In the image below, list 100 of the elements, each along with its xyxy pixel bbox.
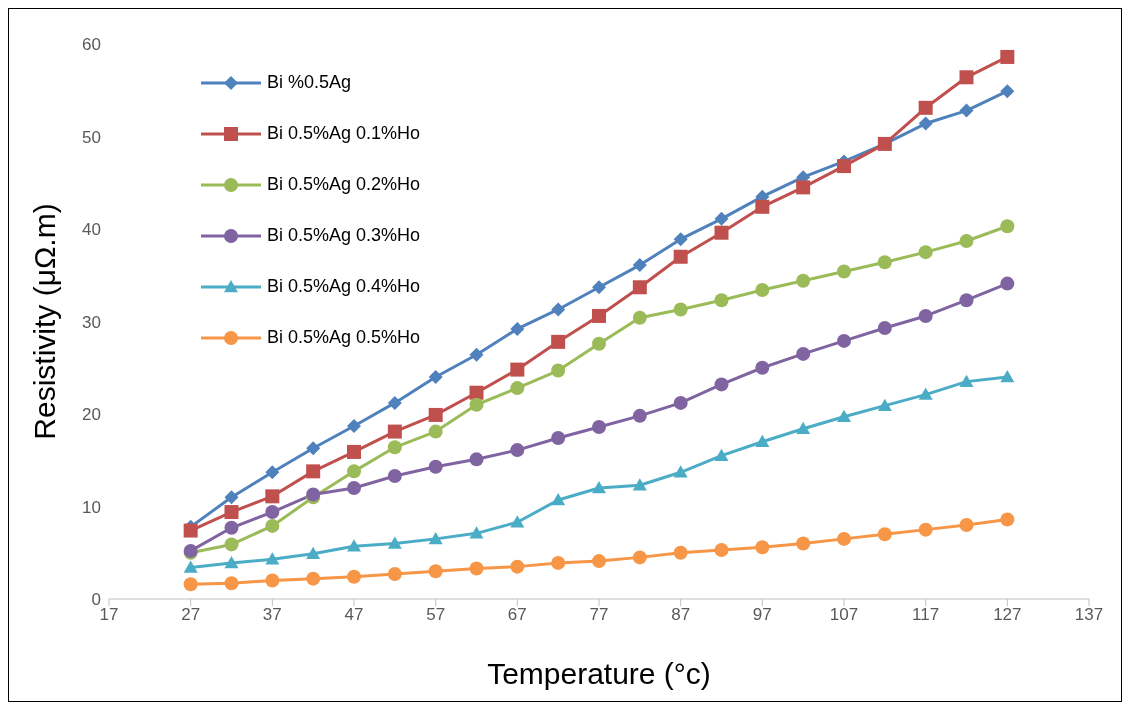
x-tick-label: 137 — [1074, 605, 1104, 625]
point — [755, 360, 770, 375]
point — [510, 559, 525, 574]
point — [306, 571, 321, 586]
point — [592, 280, 606, 295]
point — [510, 321, 525, 336]
point — [714, 448, 729, 461]
x-tick-label: 57 — [426, 605, 446, 625]
point — [592, 481, 606, 494]
y-tick-label: 40 — [82, 220, 101, 240]
point — [1000, 276, 1015, 291]
point — [510, 443, 525, 458]
point — [714, 225, 729, 240]
point — [837, 264, 851, 279]
point — [224, 505, 239, 520]
y-axis-title: Resistivity (μΩ.m) — [27, 203, 61, 440]
point — [551, 493, 566, 506]
point — [347, 464, 361, 479]
point — [632, 310, 647, 325]
point — [959, 374, 974, 387]
point — [469, 385, 484, 400]
point — [224, 555, 239, 569]
point — [1000, 49, 1015, 64]
point — [183, 523, 198, 538]
point — [183, 577, 198, 592]
point — [387, 440, 402, 455]
legend-label: Bi 0.5%Ag 0.2%Ho — [267, 174, 421, 195]
point — [796, 180, 811, 195]
point — [387, 395, 402, 410]
point — [265, 518, 280, 533]
point — [837, 531, 851, 546]
point — [1000, 370, 1015, 383]
point — [224, 490, 239, 505]
point — [428, 424, 443, 439]
point — [306, 464, 321, 479]
point — [877, 398, 892, 411]
point — [1000, 84, 1015, 99]
point — [877, 255, 892, 270]
point — [592, 336, 606, 351]
point — [387, 567, 402, 582]
point — [673, 465, 688, 478]
x-tick-label: 97 — [752, 605, 772, 625]
point — [428, 564, 443, 579]
x-tick-label: 27 — [181, 605, 201, 625]
y-tick-label: 20 — [82, 405, 101, 425]
point — [918, 387, 933, 400]
x-tick-label: 87 — [671, 605, 691, 625]
point — [551, 363, 566, 378]
point — [673, 545, 688, 560]
point — [837, 409, 851, 423]
point — [510, 362, 525, 377]
point — [755, 540, 770, 555]
point — [714, 377, 729, 392]
point — [306, 441, 321, 456]
point — [347, 481, 361, 495]
point — [755, 434, 770, 447]
point — [796, 536, 811, 551]
point — [673, 395, 688, 410]
point — [918, 522, 933, 537]
point — [755, 199, 770, 214]
point — [673, 232, 688, 247]
point — [959, 103, 974, 118]
point — [918, 116, 933, 131]
point — [918, 308, 933, 323]
point — [265, 505, 280, 520]
point — [592, 554, 606, 569]
point — [959, 234, 974, 249]
point — [959, 518, 974, 532]
point — [673, 249, 688, 264]
point — [918, 100, 933, 115]
point — [265, 552, 280, 565]
x-tick-label: 47 — [344, 605, 364, 625]
point — [877, 527, 892, 542]
point — [265, 489, 280, 504]
x-tick-label: 37 — [262, 605, 282, 625]
x-tick-label: 67 — [507, 605, 527, 625]
point — [224, 520, 239, 535]
point — [837, 333, 851, 348]
point — [306, 546, 321, 559]
point — [387, 424, 402, 439]
point — [714, 211, 729, 226]
point — [959, 70, 974, 85]
point — [551, 302, 566, 317]
point — [592, 419, 606, 434]
y-tick-label: 0 — [91, 590, 101, 610]
point — [183, 560, 198, 573]
point — [428, 407, 443, 422]
y-tick-label: 60 — [82, 35, 101, 55]
point — [592, 308, 606, 323]
point — [347, 419, 361, 434]
x-axis-title: Temperature (°c) — [487, 657, 711, 690]
point — [469, 397, 484, 412]
point — [347, 539, 361, 552]
point — [428, 531, 443, 545]
point — [551, 334, 566, 349]
point — [632, 258, 647, 273]
x-tick-label: 117 — [912, 605, 940, 625]
y-tick-label: 30 — [82, 312, 101, 332]
point — [959, 293, 974, 308]
legend-label: Bi 0.5%Ag 0.3%Ho — [267, 225, 421, 246]
